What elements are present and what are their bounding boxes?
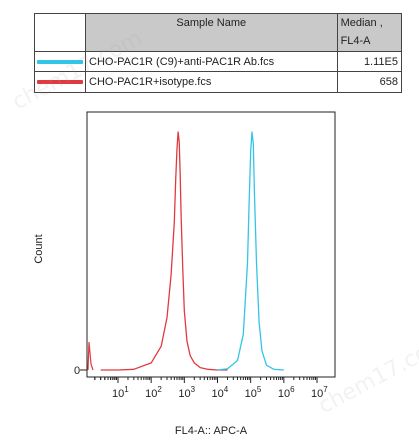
legend-swatch-cell (34, 71, 86, 93)
series-layer (87, 131, 284, 371)
x-tick-label: 107 (311, 385, 328, 400)
x-tick-label: 105 (245, 385, 262, 400)
x-tick-label: 102 (145, 385, 162, 400)
series-line (100, 131, 228, 371)
median-header: Median , FL4-A (336, 13, 403, 52)
median-value: 1.11E5 (336, 50, 403, 73)
median-value: 658 (336, 71, 403, 93)
legend-swatch-header (34, 13, 86, 52)
y-axis-title: Count (33, 234, 45, 263)
x-tick-label: 103 (178, 385, 195, 400)
legend-swatch-cell (34, 50, 86, 73)
ticks-layer: 101 102 103 104 105 106 107 (94, 377, 328, 400)
x-tick-label: 101 (112, 385, 129, 400)
series-edge-spike (87, 341, 94, 371)
cyan-line-swatch (37, 59, 83, 64)
legend-row: CHO-PAC1R (C9)+anti-PAC1R Ab.fcs 1.11E5 (34, 50, 403, 73)
legend-table: Sample Name Median , FL4-A CHO-PAC1R (C9… (34, 13, 403, 93)
sample-name-header: Sample Name (85, 13, 338, 52)
y-tick-label: 0 (74, 365, 80, 377)
legend-row: CHO-PAC1R+isotype.fcs 658 (34, 71, 403, 93)
median-header-line1: Median , (340, 17, 383, 29)
plot-frame (86, 111, 336, 378)
series-line (217, 131, 284, 371)
red-line-swatch (37, 80, 83, 85)
x-tick-label: 104 (212, 385, 229, 400)
x-tick-label: 106 (278, 385, 295, 400)
x-axis-title: FL4-A:: APC-A (175, 425, 248, 437)
median-header-line2: FL4-A (340, 35, 371, 47)
